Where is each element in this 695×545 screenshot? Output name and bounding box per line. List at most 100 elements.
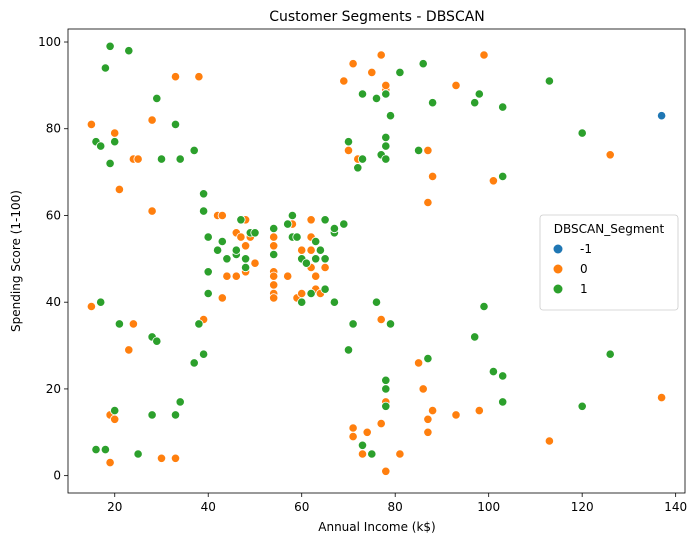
x-axis-ticks: 20 40 60 80 100 120 140 [107,493,687,514]
point-segment-1-56 [320,284,330,294]
point-segment-0-67 [413,358,424,368]
point-segment-1-21 [175,154,185,164]
point-segment-0-75 [427,405,438,416]
point-segment-0-52 [348,59,358,69]
point-segment-1-40 [250,228,260,238]
point-segment-0-80 [488,176,498,186]
legend-marker-0 [553,264,563,274]
point-segment-1-45 [287,210,297,221]
point-segment-0-65 [381,466,391,476]
point-segment-0-15 [170,72,181,82]
point-segment-1-12 [133,449,143,459]
y-tick-label-40: 40 [46,295,61,309]
point-segment-1-84 [423,353,433,364]
point-segment-1-92 [498,171,508,181]
x-axis-label: Annual Income (k$) [318,520,435,534]
point-segment-1-77 [381,384,391,394]
y-tick-label-80: 80 [46,122,61,136]
point-segment-1-19 [170,119,181,130]
point-segment-1-17 [156,154,167,164]
point-segment-1-4 [100,444,111,455]
point-segment-1-68 [367,449,377,459]
point-segment-0-13 [156,453,167,463]
point-segment-0-1 [86,119,97,130]
point-segment-0-54 [348,431,358,442]
point-segment-1-27 [199,349,209,359]
y-tick-label-100: 100 [38,35,61,49]
legend-title: DBSCAN_Segment [554,222,665,236]
x-tick-label-40: 40 [201,500,216,514]
point-segment-0-51 [343,145,354,155]
point-segment-1-38 [241,262,251,273]
point-segment-1-63 [348,319,358,329]
y-axis-label: Spending Score (1-100) [9,190,23,332]
legend-marker-1 [553,284,563,294]
point-segment-1-58 [329,223,339,234]
point-segment-1-36 [236,215,246,225]
point-segment-1-9 [110,137,120,147]
point-segment-1-65 [357,89,368,99]
point-segment-0-46 [311,271,321,281]
point-segment-1-20 [175,397,185,407]
point-segment-1-22 [189,358,199,368]
point-segment-0-61 [376,50,386,60]
plot-area-frame [67,28,686,494]
legend-marker--1 [553,244,563,254]
point-segment-0-31 [269,241,279,251]
point-segment-0-70 [423,145,433,155]
point-segment-0-2 [105,457,115,468]
legend-box [539,214,679,311]
point-segment-1-74 [381,89,391,99]
point-segment-1-98 [605,349,615,359]
point-segment-0-57 [362,427,372,437]
point-segment-1-79 [385,111,396,121]
point-segment-1-96 [577,128,587,138]
point-segment-1-8 [110,405,120,416]
point-segment-1-42 [269,249,279,260]
point-segment-1-33 [222,254,232,264]
point-segment-0-16 [194,72,204,82]
legend-label-0: 0 [580,262,588,276]
legend-label-1: 1 [580,282,588,296]
point-segment-1-10 [114,319,125,329]
point-segment-0-40 [297,245,307,255]
point-segment-1-23 [189,145,199,155]
point-segment-1-94 [498,397,508,407]
point-segment-1-5 [100,63,111,73]
point-segment-0-29 [250,258,260,268]
point-segment-1-88 [474,89,484,99]
point-segment-1-61 [343,137,354,147]
point-segment-1-95 [544,76,555,86]
point-segment-1-80 [385,319,396,329]
point-segment-0-82 [605,150,615,160]
x-tick-label-140: 140 [664,500,687,514]
x-tick-label-80: 80 [388,500,403,514]
point-segment-1-43 [283,219,293,229]
point-segment-1-53 [315,245,325,255]
point-segment-1-91 [498,102,508,112]
point-segment-1-49 [301,258,311,268]
point-segment-1-41 [269,223,279,234]
point-segment-1-15 [152,336,162,346]
point-segment-1-7 [105,41,115,51]
point-segment-1-76 [381,375,391,385]
point-segment-1-82 [413,145,424,155]
point-segment-1-55 [320,215,330,225]
point-segment-0-81 [544,436,555,446]
point-segment-0-24 [236,232,246,242]
point-segment-1-78 [381,401,391,411]
point-segment-1-97 [577,401,587,411]
point-segment-1-69 [371,93,382,104]
point-segment-1-93 [498,371,508,381]
point-segment-0-0 [86,301,97,312]
point-segment-1-46 [292,232,302,242]
point-segment-0-10 [133,154,143,164]
point-segment-0-78 [474,405,484,416]
point-segment-1-81 [395,67,405,78]
point-segment-1-67 [357,440,368,450]
point-segment-1-64 [353,163,363,173]
point-segment-0-26 [241,241,251,251]
point-segment-0-14 [170,453,181,463]
point-segment-1-54 [320,254,330,264]
